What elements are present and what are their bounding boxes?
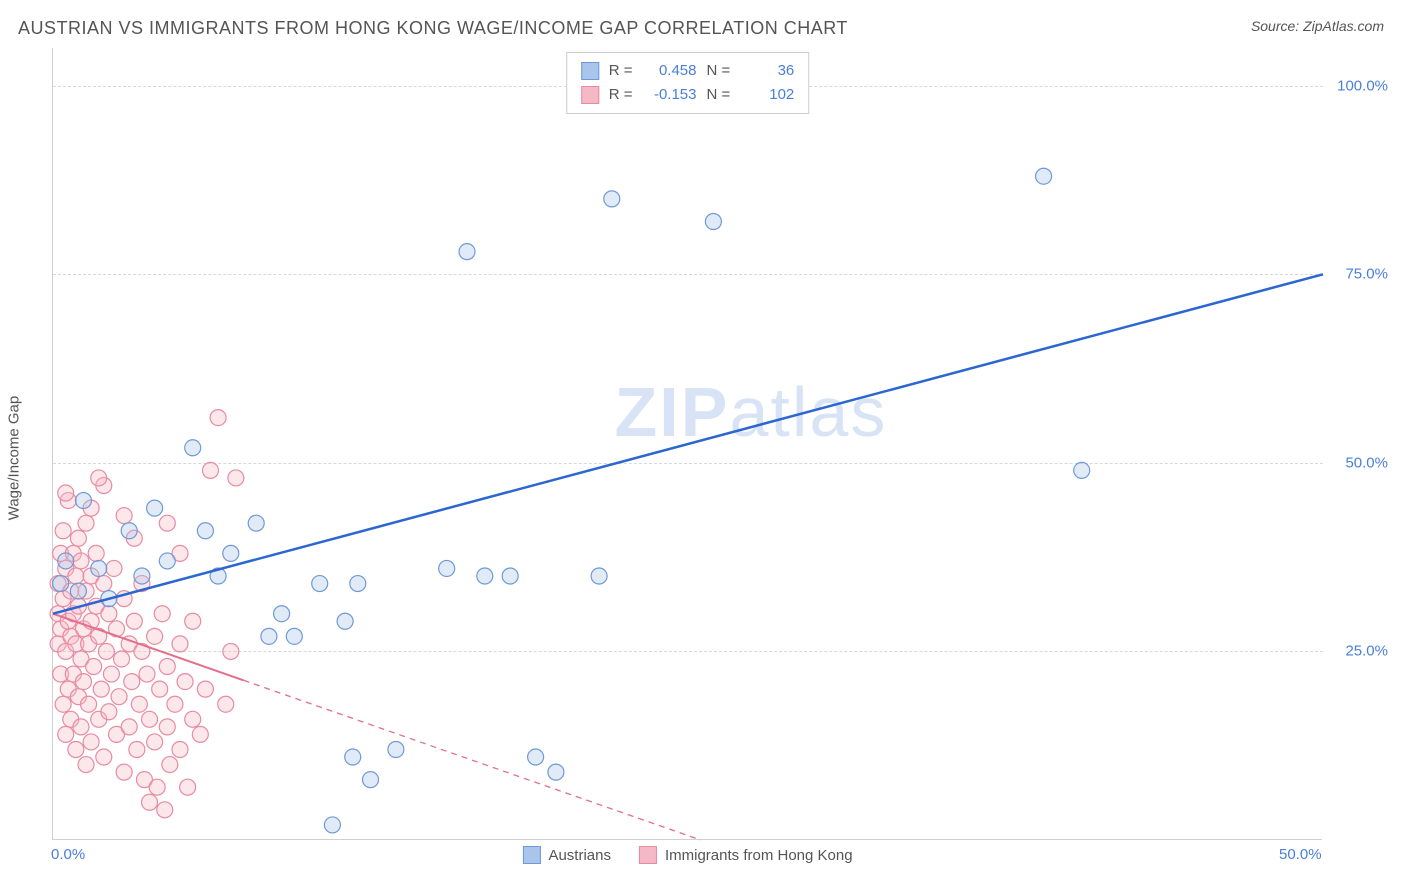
legend-swatch-austrians: [581, 62, 599, 80]
header: AUSTRIAN VS IMMIGRANTS FROM HONG KONG WA…: [0, 0, 1406, 39]
legend-row-austrians: R = 0.458 N = 36: [581, 59, 795, 83]
plot-svg: [53, 48, 1323, 840]
y-tick-label: 75.0%: [1328, 266, 1388, 283]
legend-swatch-hk-icon: [639, 846, 657, 864]
legend-row-hk: R = -0.153 N = 102: [581, 83, 795, 107]
legend-series: Austrians Immigrants from Hong Kong: [522, 846, 852, 864]
y-tick-label: 25.0%: [1328, 643, 1388, 660]
y-tick-label: 100.0%: [1328, 77, 1388, 94]
chart-title: AUSTRIAN VS IMMIGRANTS FROM HONG KONG WA…: [18, 18, 848, 39]
legend-swatch-austrians-icon: [522, 846, 540, 864]
legend-item-hk: Immigrants from Hong Kong: [639, 846, 853, 864]
plot-area: ZIPatlas R = 0.458 N = 36 R = -0.153 N =…: [52, 48, 1322, 840]
x-tick-label: 50.0%: [1279, 846, 1322, 863]
y-axis-label: Wage/Income Gap: [6, 396, 23, 521]
x-tick-label: 0.0%: [51, 846, 85, 863]
chart-container: Wage/Income Gap ZIPatlas R = 0.458 N = 3…: [52, 48, 1388, 868]
legend-item-austrians: Austrians: [522, 846, 611, 864]
legend-correlation-box: R = 0.458 N = 36 R = -0.153 N = 102: [566, 52, 810, 114]
legend-swatch-hk: [581, 86, 599, 104]
source-credit: Source: ZipAtlas.com: [1251, 18, 1384, 34]
y-tick-label: 50.0%: [1328, 454, 1388, 471]
